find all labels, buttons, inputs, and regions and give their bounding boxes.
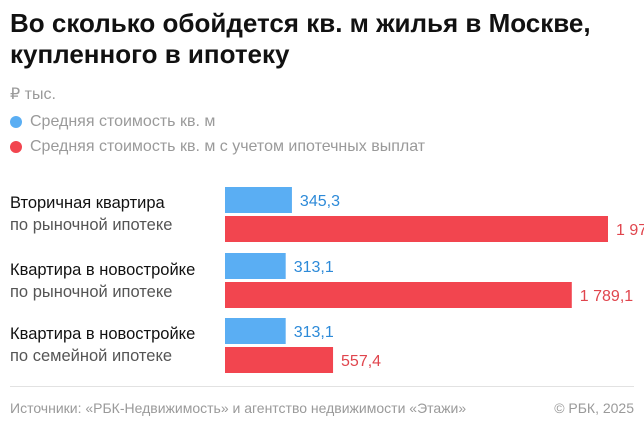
category-label-line2: по рыночной ипотеке	[10, 216, 173, 234]
footer-divider	[10, 386, 634, 387]
bar-with-mortgage	[225, 216, 608, 242]
value-label-average: 313,1	[294, 324, 334, 341]
bar-with-mortgage	[225, 347, 334, 373]
legend-dot-blue	[10, 116, 22, 128]
bar-average	[225, 187, 292, 213]
chart-title: Во сколько обойдется кв. м жилья в Москв…	[10, 8, 591, 69]
category-label-line1: Квартира в новостройке	[10, 261, 196, 279]
legend-label-with-mortgage: Средняя стоимость кв. м с учетом ипотечн…	[30, 138, 426, 155]
bar-with-mortgage	[225, 282, 572, 308]
category-label-line2: по рыночной ипотеке	[10, 283, 173, 301]
category-label-newbuild-family: Квартира в новостройке по семейной ипоте…	[10, 323, 195, 367]
bar-average	[225, 318, 286, 344]
source-note: Источники: «РБК-Недвижимость» и агентств…	[10, 400, 467, 416]
legend-item-with-mortgage: Средняя стоимость кв. м с учетом ипотечн…	[10, 137, 425, 157]
bar-average	[225, 253, 286, 279]
category-label-line1: Квартира в новостройке	[10, 325, 196, 343]
legend-label-average: Средняя стоимость кв. м	[30, 113, 216, 130]
value-label-average: 345,3	[300, 193, 340, 210]
value-label-average: 313,1	[294, 259, 334, 276]
value-label-with-mortgage: 557,4	[341, 353, 381, 370]
value-label-with-mortgage: 1 975,9	[616, 222, 644, 239]
category-label-secondary-market: Вторичная квартира по рыночной ипотеке	[10, 192, 172, 236]
legend-item-average: Средняя стоимость кв. м	[10, 112, 215, 132]
copyright: © РБК, 2025	[554, 400, 634, 416]
legend-dot-red	[10, 141, 22, 153]
category-label-newbuild-market: Квартира в новостройке по рыночной ипоте…	[10, 259, 195, 303]
category-label-line1: Вторичная квартира	[10, 194, 165, 212]
category-label-line2: по семейной ипотеке	[10, 347, 173, 365]
value-label-with-mortgage: 1 789,1	[580, 288, 633, 305]
unit-label: ₽ тыс.	[10, 86, 56, 103]
